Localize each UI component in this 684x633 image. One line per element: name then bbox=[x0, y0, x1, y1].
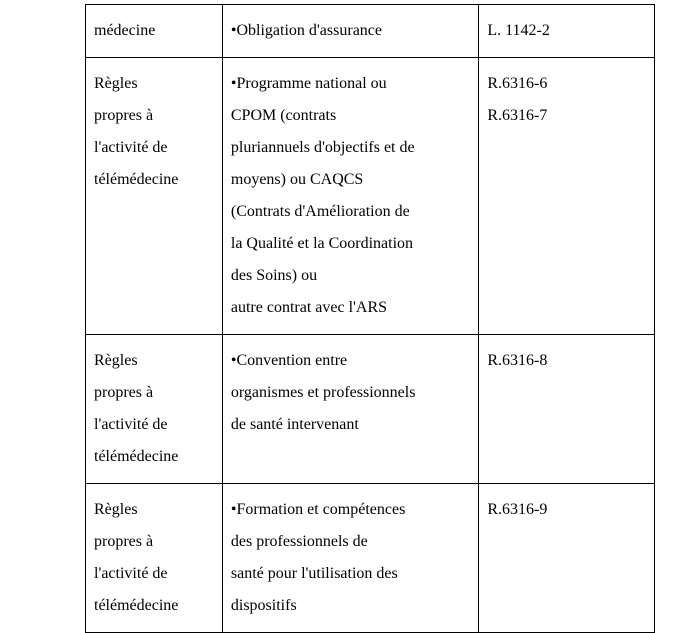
text: Règles bbox=[94, 494, 214, 526]
text: santé pour l'utilisation des bbox=[231, 558, 470, 590]
text: R.6316-9 bbox=[487, 501, 547, 518]
text: autre contrat avec l'ARS bbox=[231, 292, 470, 324]
text: organismes et professionnels bbox=[231, 377, 470, 409]
text: Règles bbox=[94, 345, 214, 377]
cell-reference: L. 1142-2 bbox=[479, 5, 655, 58]
text: propres à bbox=[94, 377, 214, 409]
text: télémédecine bbox=[94, 441, 214, 473]
text: Formation et compétences bbox=[236, 494, 405, 526]
cell-category: médecine bbox=[86, 5, 223, 58]
legal-refs-table: médecine •Obligation d'assurance L. 1142… bbox=[85, 4, 655, 633]
text: la Qualité et la Coordination bbox=[231, 228, 470, 260]
text: télémédecine bbox=[94, 590, 214, 622]
text: télémédecine bbox=[94, 164, 214, 196]
text: de santé intervenant bbox=[231, 409, 470, 441]
cell-description: •Formation et compétences des profession… bbox=[222, 484, 478, 633]
cell-category: Règles propres à l'activité de télémédec… bbox=[86, 58, 223, 335]
text: l'activité de bbox=[94, 558, 214, 590]
text: Convention entre bbox=[236, 345, 347, 377]
cell-description: •Programme national ou CPOM (contrats pl… bbox=[222, 58, 478, 335]
table-row: Règles propres à l'activité de télémédec… bbox=[86, 484, 655, 633]
text: Obligation d'assurance bbox=[236, 15, 382, 47]
text: R.6316-6 bbox=[487, 68, 646, 100]
text: Règles bbox=[94, 68, 214, 100]
cell-description: •Convention entre organismes et professi… bbox=[222, 335, 478, 484]
cell-reference: R.6316-9 bbox=[479, 484, 655, 633]
text: l'activité de bbox=[94, 409, 214, 441]
text: moyens) ou CAQCS bbox=[231, 164, 470, 196]
text: Programme national ou bbox=[236, 68, 386, 100]
text: propres à bbox=[94, 100, 214, 132]
cell-description: •Obligation d'assurance bbox=[222, 5, 478, 58]
cell-category: Règles propres à l'activité de télémédec… bbox=[86, 484, 223, 633]
text: dispositifs bbox=[231, 590, 470, 622]
cell-reference: R.6316-8 bbox=[479, 335, 655, 484]
text: pluriannuels d'objectifs et de bbox=[231, 132, 470, 164]
text: des Soins) ou bbox=[231, 260, 470, 292]
cell-reference: R.6316-6 R.6316-7 bbox=[479, 58, 655, 335]
table-row: Règles propres à l'activité de télémédec… bbox=[86, 335, 655, 484]
table-row: Règles propres à l'activité de télémédec… bbox=[86, 58, 655, 335]
text: propres à bbox=[94, 526, 214, 558]
text: médecine bbox=[94, 22, 155, 39]
text: l'activité de bbox=[94, 132, 214, 164]
text: R.6316-8 bbox=[487, 352, 547, 369]
text: L. 1142-2 bbox=[487, 22, 550, 39]
cell-category: Règles propres à l'activité de télémédec… bbox=[86, 335, 223, 484]
text: des professionnels de bbox=[231, 526, 470, 558]
text: (Contrats d'Amélioration de bbox=[231, 196, 470, 228]
table-row: médecine •Obligation d'assurance L. 1142… bbox=[86, 5, 655, 58]
text: R.6316-7 bbox=[487, 100, 646, 132]
text: CPOM (contrats bbox=[231, 100, 470, 132]
